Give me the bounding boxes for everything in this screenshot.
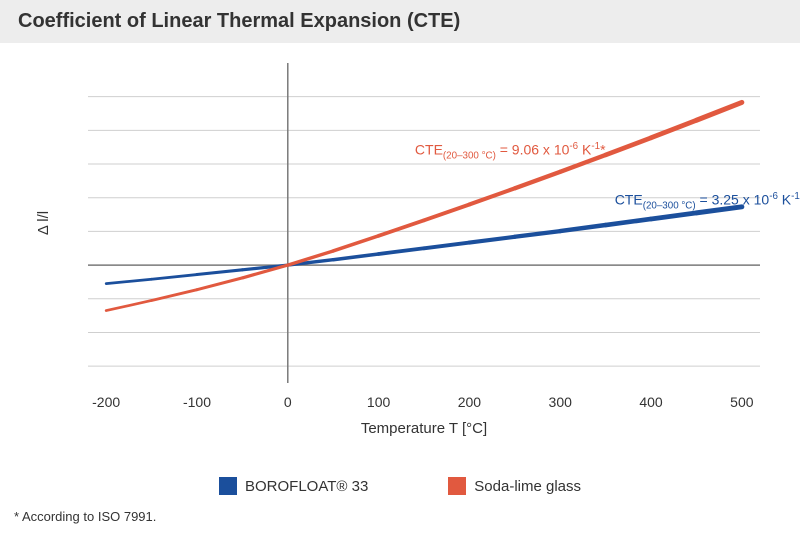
- svg-text:0: 0: [284, 394, 292, 410]
- svg-text:Δ l/l: Δ l/l: [35, 211, 52, 235]
- chart-svg: -200 -100 0 100 200 300 400 500 Temperature T [°…: [0, 43, 800, 453]
- legend-swatch: [448, 477, 466, 495]
- svg-text:-100: -100: [183, 394, 211, 410]
- legend-item-sodalime: Soda-lime glass: [448, 477, 581, 495]
- legend-label: BOROFLOAT® 33: [245, 478, 368, 495]
- footnote: * According to ISO 7991.: [0, 495, 800, 524]
- svg-text:Temperature T [°C]: Temperature T [°C]: [361, 420, 487, 437]
- cte-chart: -200 -100 0 100 200 300 400 500 Temperature T [°…: [0, 43, 800, 473]
- legend-label: Soda-lime glass: [474, 478, 581, 495]
- svg-text:500: 500: [730, 394, 754, 410]
- series-annotation: CTE(20–300 °C) = 9.06 x 10-6 K-1*: [415, 141, 715, 161]
- series-annotation: CTE(20–300 °C) = 3.25 x 10-6 K-1*: [615, 191, 800, 211]
- legend: BOROFLOAT® 33 Soda-lime glass: [0, 477, 800, 495]
- page-title: Coefficient of Linear Thermal Expansion …: [0, 0, 800, 43]
- legend-swatch: [219, 477, 237, 495]
- svg-text:-200: -200: [92, 394, 120, 410]
- svg-text:200: 200: [458, 394, 482, 410]
- svg-text:300: 300: [549, 394, 573, 410]
- svg-text:100: 100: [367, 394, 391, 410]
- legend-item-borofloat: BOROFLOAT® 33: [219, 477, 368, 495]
- svg-text:400: 400: [639, 394, 663, 410]
